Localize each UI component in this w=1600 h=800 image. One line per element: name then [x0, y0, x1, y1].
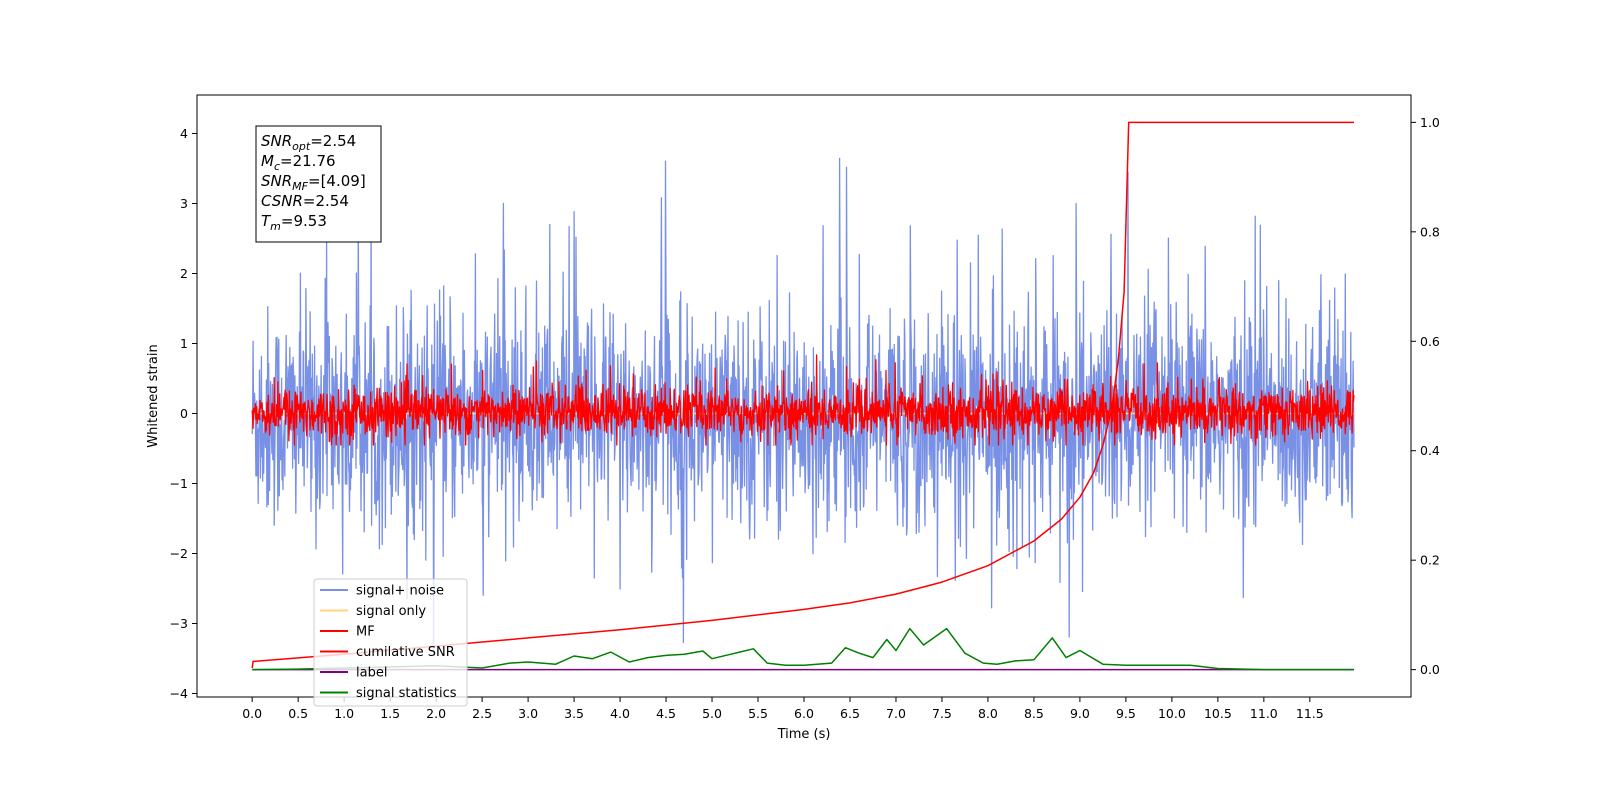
- annotation-symbol: SNR: [261, 132, 292, 150]
- y-tick-label: −1: [170, 476, 188, 491]
- annotation-subscript: MF: [292, 180, 308, 193]
- x-tick-label: 0.0: [242, 706, 262, 721]
- annotation-symbol: T: [261, 212, 272, 230]
- legend-label-signal-statistics: signal statistics: [356, 686, 457, 701]
- annotation-subscript: opt: [292, 140, 311, 153]
- annotation-value: =21.76: [280, 152, 336, 170]
- y-tick-label: −2: [170, 546, 188, 561]
- x-tick-label: 9.0: [1070, 706, 1090, 721]
- legend: signal+ noise signal only MF cumilative SNR…: [313, 578, 468, 707]
- y-tick-label: 4: [180, 126, 188, 141]
- y-tick-label: 1: [180, 336, 188, 351]
- y2-tick-label: 0.0: [1420, 662, 1440, 677]
- y2-tick-label: 0.2: [1420, 553, 1440, 568]
- annotation-line: CSNR=2.54: [261, 192, 349, 210]
- annotation-symbol: M: [261, 152, 274, 170]
- x-tick-label: 11.5: [1296, 706, 1324, 721]
- legend-label-label: label: [356, 666, 387, 681]
- legend-label-signal-only: signal only: [356, 604, 426, 619]
- y-axis-label: Whitened strain: [146, 344, 161, 447]
- series-line-cumilative-snr: [251, 121, 1354, 669]
- series-line-mf: [251, 354, 1355, 446]
- annotation-value: =2.54: [303, 192, 349, 210]
- x-tick-label: 1.0: [334, 706, 354, 721]
- annotation-frame: [255, 125, 382, 243]
- x-tick-label: 10.0: [1158, 706, 1186, 721]
- annotation-line: Tm=9.53: [261, 212, 327, 233]
- annotation-value: =2.54: [310, 132, 356, 150]
- x-tick-label: 5.0: [702, 706, 722, 721]
- y2-tick-label: 1.0: [1420, 115, 1440, 130]
- x-tick-label: 2.0: [426, 706, 446, 721]
- x-tick-label: 8.5: [1024, 706, 1044, 721]
- annotation-value: =[4.09]: [308, 172, 366, 190]
- x-axis-label: Time (s): [777, 727, 831, 742]
- plot-area: [251, 121, 1355, 671]
- legend-label-mf: MF: [356, 625, 375, 640]
- y2-tick-label: 0.4: [1420, 443, 1440, 458]
- legend-label-signal-noise: signal+ noise: [356, 584, 444, 599]
- y-tick-label: −3: [170, 616, 188, 631]
- x-tick-label: 9.5: [1116, 706, 1136, 721]
- x-tick-label: 6.0: [794, 706, 814, 721]
- y-axis-left: −4 −3 −2 −1 0 1 2 3 4: [170, 126, 197, 701]
- annotation-subscript: m: [270, 220, 281, 233]
- annotation-subscript: c: [274, 160, 280, 173]
- series-line-signal-statistics: [252, 627, 1354, 671]
- y-tick-label: −4: [170, 686, 188, 701]
- annotation-line: SNRMF=[4.09]: [261, 172, 366, 193]
- x-tick-label: 8.0: [978, 706, 998, 721]
- x-tick-label: 4.5: [656, 706, 676, 721]
- annotation-symbol: SNR: [261, 172, 292, 190]
- x-tick-label: 10.5: [1204, 706, 1232, 721]
- annotation-line: Mc=21.76: [261, 152, 336, 173]
- x-tick-label: 5.5: [748, 706, 768, 721]
- x-axis: 0.0 0.5 1.0 1.5 2.0 2.5 3.0 3.5 4.0 4.5 5.0 5.5 6.0 6…: [242, 697, 1324, 721]
- annotation-value: =9.53: [281, 212, 327, 230]
- y2-tick-label: 0.8: [1420, 224, 1440, 239]
- y2-tick-label: 0.6: [1420, 334, 1440, 349]
- y-tick-label: 3: [180, 196, 188, 211]
- x-tick-label: 3.5: [564, 706, 584, 721]
- x-tick-label: 7.0: [886, 706, 906, 721]
- legend-label-cumilative-snr: cumilative SNR: [356, 645, 455, 660]
- x-tick-label: 0.5: [288, 706, 308, 721]
- y-axis-right: 0.0 0.2 0.4 0.6 0.8 1.0: [1411, 115, 1440, 677]
- legend-frame: [313, 578, 468, 707]
- annotation-symbol: CSNR: [261, 192, 303, 210]
- x-tick-label: 1.5: [380, 706, 400, 721]
- x-tick-label: 3.0: [518, 706, 538, 721]
- x-tick-label: 6.5: [840, 706, 860, 721]
- x-tick-label: 7.5: [932, 706, 952, 721]
- y-tick-label: 2: [180, 266, 188, 281]
- annotation-line: SNRopt=2.54: [261, 132, 356, 153]
- y-tick-label: 0: [180, 406, 188, 421]
- x-tick-label: 2.5: [472, 706, 492, 721]
- annotation-box: SNRopt=2.54Mc=21.76SNRMF=[4.09]CSNR=2.54…: [255, 125, 382, 243]
- x-tick-label: 4.0: [610, 706, 630, 721]
- x-tick-label: 11.0: [1250, 706, 1278, 721]
